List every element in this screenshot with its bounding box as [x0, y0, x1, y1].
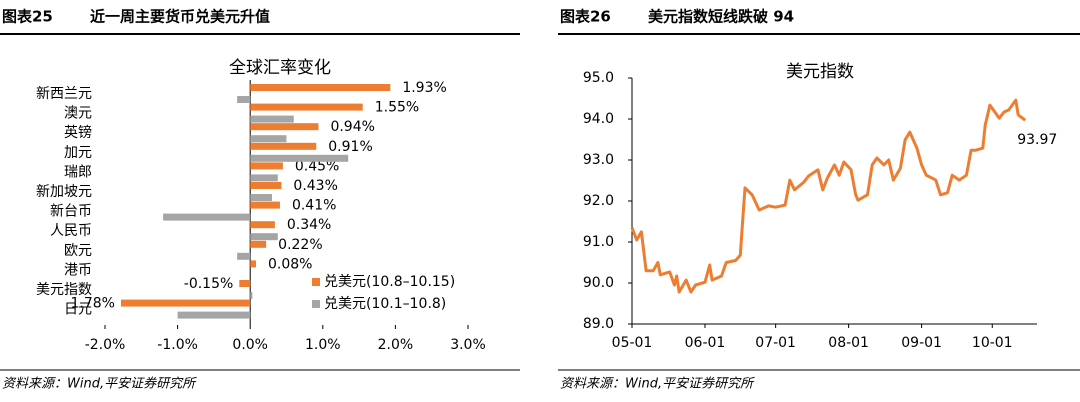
category-label: 港币: [64, 262, 92, 278]
bar: [250, 123, 319, 131]
source-note: 资料来源：Wind,平安证券研究所: [2, 376, 197, 392]
category-label: 新台币: [50, 204, 92, 220]
category-label: 英镑: [64, 124, 92, 141]
value-label: -0.15%: [184, 276, 234, 292]
bar: [250, 154, 349, 162]
legend-swatch: [312, 278, 320, 286]
value-label: 1.55%: [375, 100, 419, 116]
figure-label: 图表25: [2, 8, 53, 26]
value-label: 0.08%: [268, 256, 312, 272]
bar: [163, 213, 251, 221]
category-label: 加元: [64, 145, 92, 161]
source-note: 资料来源：Wind,平安证券研究所: [560, 376, 755, 392]
legend-label: 兑美元(10.8–10.15): [324, 274, 455, 290]
y-tick-label: 92.0: [583, 193, 614, 209]
bar: [177, 311, 251, 319]
legend-swatch: [312, 300, 320, 308]
x-tick-label: 10-01: [972, 335, 1013, 351]
x-tick-label: 09-01: [901, 335, 942, 351]
bar: [239, 280, 251, 287]
bar: [250, 194, 272, 201]
value-label: 1.93%: [402, 80, 446, 96]
x-tick-label: 06-01: [685, 335, 726, 351]
value-label: 0.22%: [278, 237, 322, 253]
bar: [250, 103, 363, 111]
bar: [250, 174, 278, 182]
bar: [237, 96, 251, 103]
bar: [250, 84, 391, 91]
annotation: 93.97: [1017, 132, 1057, 148]
category-label: 人民币: [50, 223, 92, 239]
bar: [250, 240, 267, 248]
x-tick-label: 05-01: [612, 335, 653, 351]
x-tick-label: 0.0%: [232, 337, 268, 353]
bar: [250, 135, 287, 143]
bar: [250, 292, 253, 299]
bar: [237, 252, 251, 260]
y-tick-label: 93.0: [583, 152, 614, 168]
value-label: 0.43%: [293, 178, 337, 194]
category-label: 日元: [64, 302, 92, 318]
bar: [250, 260, 257, 268]
figure-label: 图表26: [560, 8, 611, 26]
bar: [250, 233, 278, 241]
category-label: 瑞郎: [64, 164, 92, 180]
category-label: 美元指数: [36, 282, 92, 298]
bar: [250, 162, 283, 170]
value-label: 0.41%: [292, 198, 336, 214]
x-tick-label: 08-01: [828, 335, 869, 351]
value-label: 1.78%: [70, 296, 114, 312]
bar: [250, 182, 282, 189]
figure-caption: 近一周主要货币兑美元升值: [90, 8, 270, 26]
value-label: 0.94%: [330, 119, 374, 135]
y-tick-label: 89.0: [583, 316, 614, 332]
x-tick-label: 1.0%: [305, 337, 341, 353]
bar: [120, 299, 251, 307]
bar: [250, 142, 317, 150]
y-tick-label: 90.0: [583, 275, 614, 291]
chart-title: 全球汇率变化: [229, 58, 331, 78]
y-tick-label: 91.0: [583, 234, 614, 250]
figure-caption: 美元指数短线跌破 94: [648, 8, 794, 26]
legend-label: 兑美元(10.1–10.8): [324, 296, 446, 312]
value-label: 0.45%: [295, 158, 339, 174]
bar: [250, 201, 280, 209]
x-tick-label: -2.0%: [85, 337, 126, 353]
category-label: 澳元: [64, 106, 92, 122]
value-label: 0.91%: [328, 139, 372, 155]
bar: [250, 115, 294, 123]
y-tick-label: 95.0: [583, 70, 614, 86]
bar: [250, 221, 275, 229]
value-label: 0.34%: [287, 217, 331, 233]
x-tick-label: -1.0%: [157, 337, 198, 353]
x-tick-label: 2.0%: [378, 337, 414, 353]
category-label: 欧元: [64, 243, 92, 259]
x-tick-label: 3.0%: [450, 337, 486, 353]
category-label: 新加坡元: [36, 184, 92, 200]
y-tick-label: 94.0: [583, 111, 614, 127]
x-tick-label: 07-01: [755, 335, 796, 351]
category-label: 新西兰元: [36, 86, 92, 102]
chart-title: 美元指数: [786, 62, 854, 82]
line: [630, 98, 1027, 294]
